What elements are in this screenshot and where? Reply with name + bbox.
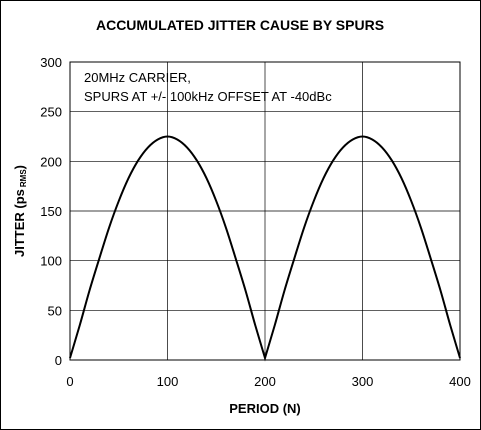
- y-axis-label-close: ): [12, 165, 27, 169]
- x-tick-labels: 0 100 200 300 400: [66, 374, 470, 389]
- x-tick-label-3: 300: [352, 374, 374, 389]
- y-tick-label-4: 200: [40, 154, 62, 169]
- x-tick-label-4: 400: [449, 374, 471, 389]
- y-tick-labels: 0 50 100 150 200 250 300: [40, 55, 62, 368]
- series-line-jitter: [69, 135, 461, 362]
- y-tick-label-3: 150: [40, 204, 62, 219]
- x-tick-label-1: 100: [157, 374, 179, 389]
- chart-title: ACCUMULATED JITTER CAUSE BY SPURS: [96, 17, 384, 33]
- y-axis-label-subscript: RMS: [19, 169, 28, 187]
- x-tick-label-0: 0: [66, 374, 73, 389]
- y-tick-label-0: 0: [55, 353, 62, 368]
- y-tick-label-5: 250: [40, 105, 62, 120]
- annotation-line-2: SPURS AT +/- 100kHz OFFSET AT -40dBc: [84, 89, 332, 104]
- y-axis-label-main: JITTER (ps: [12, 189, 27, 257]
- y-tick-label-6: 300: [40, 55, 62, 70]
- y-axis-label: JITTER (ps RMS): [12, 165, 28, 257]
- x-tick-label-2: 200: [254, 374, 276, 389]
- x-axis-label: PERIOD (N): [229, 401, 301, 416]
- y-tick-label-1: 50: [48, 303, 62, 318]
- grid-lines: [70, 62, 460, 360]
- annotation-line-1: 20MHz CARRIER,: [84, 70, 191, 85]
- y-tick-label-2: 100: [40, 254, 62, 269]
